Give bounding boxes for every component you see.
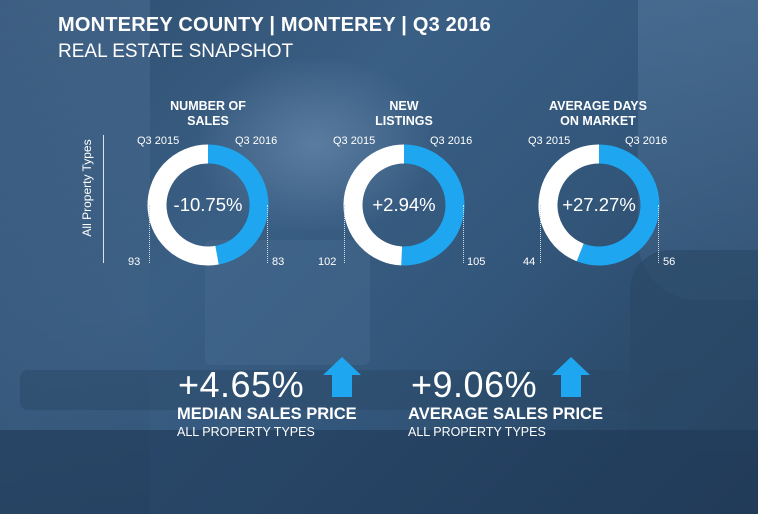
average-price-sub: ALL PROPERTY TYPES [408, 425, 546, 439]
period-label-prev: Q3 2015 [528, 135, 571, 147]
period-label-prev: Q3 2015 [137, 135, 180, 147]
up-arrow-shape [323, 357, 361, 397]
leader-line-curr [267, 205, 268, 263]
background-floor [0, 430, 758, 514]
value-prev: 102 [318, 256, 337, 268]
metric-title-listings: NEW LISTINGS [339, 99, 469, 129]
donut-segment-curr [576, 144, 660, 266]
metric-title-line: SALES [187, 114, 229, 128]
page-subtitle: REAL ESTATE SNAPSHOT [58, 41, 294, 62]
donut-chart-days: +27.27% [537, 143, 661, 267]
leader-line-prev [149, 205, 150, 263]
page-title: MONTEREY COUNTY | MONTEREY | Q3 2016 [58, 14, 491, 36]
side-divider [103, 135, 104, 263]
donut-change-label: +2.94% [372, 194, 436, 215]
donut-segment-curr [207, 144, 269, 265]
leader-line-prev [540, 205, 541, 263]
median-price-sub: ALL PROPERTY TYPES [177, 425, 315, 439]
leader-line-prev [344, 205, 345, 263]
donut-change-label: -10.75% [173, 194, 243, 215]
metric-title-line: ON MARKET [560, 114, 636, 128]
background-table [20, 370, 740, 410]
metric-title-line: AVERAGE DAYS [549, 99, 647, 113]
value-curr: 83 [272, 256, 285, 268]
value-prev: 44 [523, 256, 536, 268]
value-curr: 56 [663, 256, 676, 268]
period-label-curr: Q3 2016 [235, 135, 278, 147]
donut-segment-prev [538, 144, 600, 262]
up-arrow-icon [552, 357, 590, 397]
donut-chart-sales: -10.75% [146, 143, 270, 267]
period-label-prev: Q3 2015 [333, 135, 376, 147]
background-chair [630, 250, 758, 450]
donut-segment-prev [147, 144, 219, 266]
donut-svg [538, 144, 660, 266]
donut-chart-listings: +2.94% [342, 143, 466, 267]
metric-title-line: NUMBER OF [170, 99, 246, 113]
donut-svg [343, 144, 465, 266]
period-label-curr: Q3 2016 [430, 135, 473, 147]
donut-segment-prev [343, 144, 405, 266]
metric-title-days: AVERAGE DAYS ON MARKET [533, 99, 663, 129]
metric-title-line: NEW [389, 99, 419, 113]
leader-line-curr [658, 205, 659, 263]
period-label-curr: Q3 2016 [625, 135, 668, 147]
up-arrow-icon [323, 357, 361, 397]
value-prev: 93 [128, 256, 141, 268]
median-price-change: +4.65% [178, 364, 305, 405]
metric-title-sales: NUMBER OF SALES [143, 99, 273, 129]
property-type-label: All Property Types [80, 139, 94, 237]
leader-line-curr [463, 205, 464, 263]
up-arrow-shape [552, 357, 590, 397]
metric-title-line: LISTINGS [375, 114, 433, 128]
average-price-change: +9.06% [411, 364, 538, 405]
median-price-label: MEDIAN SALES PRICE [177, 405, 357, 423]
donut-change-label: +27.27% [562, 194, 636, 215]
donut-svg [147, 144, 269, 266]
donut-segment-curr [401, 144, 465, 266]
value-curr: 105 [467, 256, 486, 268]
average-price-label: AVERAGE SALES PRICE [408, 405, 603, 423]
